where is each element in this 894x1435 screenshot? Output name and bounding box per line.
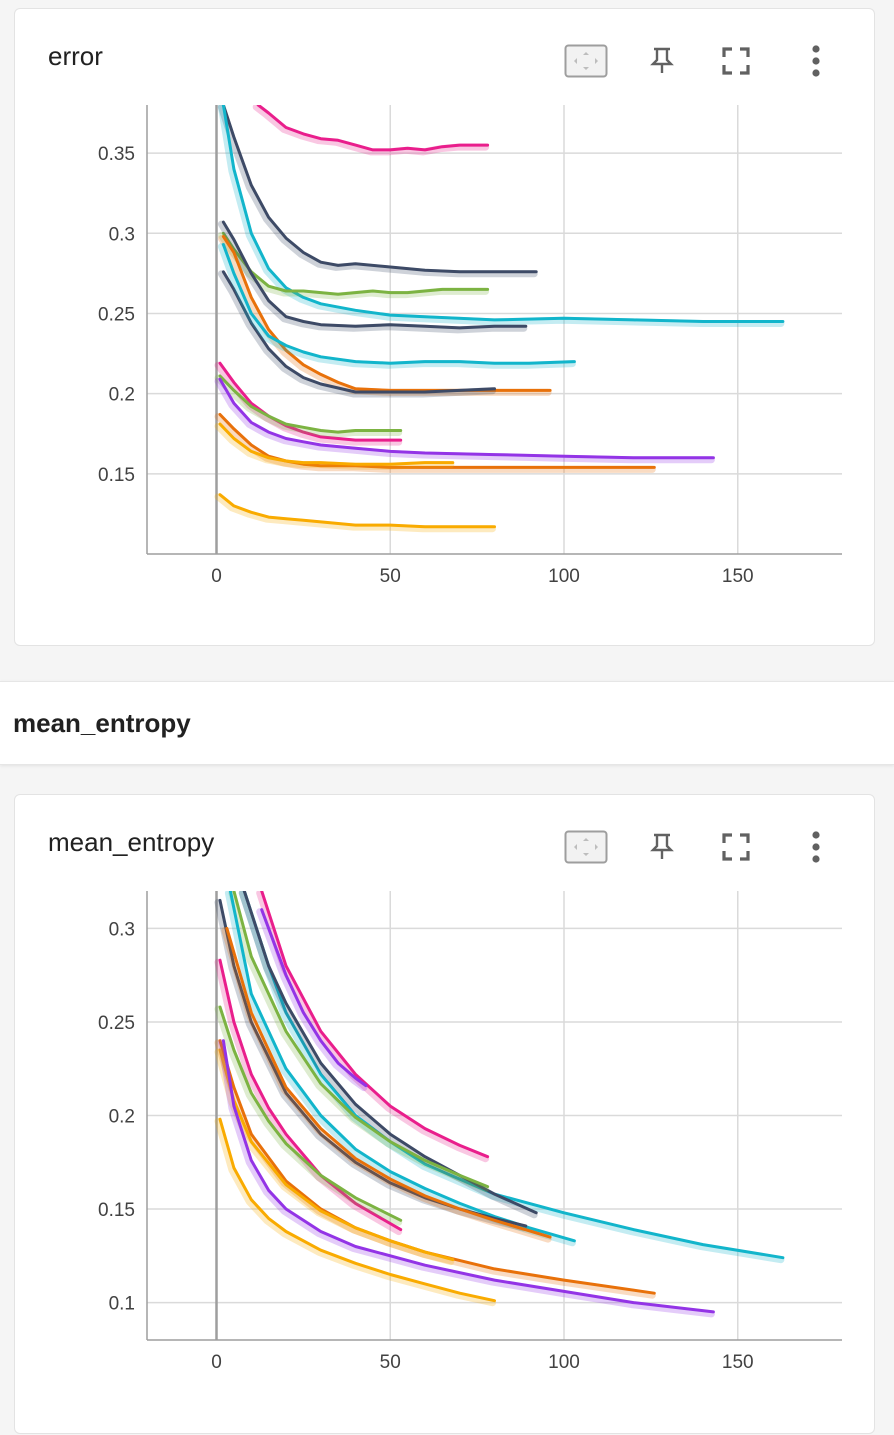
series-shadow (217, 1039, 715, 1318)
more-vert-icon (812, 831, 820, 863)
series-line[interactable] (221, 1039, 715, 1314)
fullscreen-button[interactable] (714, 825, 758, 869)
x-tick-label: 150 (722, 566, 754, 587)
series-shadow (228, 891, 490, 1193)
card-toolbar (554, 39, 874, 83)
series-line[interactable] (218, 422, 455, 466)
y-tick-label: 0.1 (109, 1294, 135, 1315)
series-line[interactable] (242, 891, 785, 1260)
series-line[interactable] (218, 1117, 496, 1303)
fullscreen-icon (722, 833, 750, 861)
series-line[interactable] (221, 105, 785, 323)
card-toolbar (554, 825, 874, 869)
series-shadow (214, 422, 455, 470)
fullscreen-button[interactable] (714, 39, 758, 83)
pin-icon (650, 47, 674, 73)
series-line[interactable] (221, 243, 576, 365)
fit-domain-icon (564, 830, 608, 864)
series-line[interactable] (260, 908, 368, 1088)
pin-button[interactable] (640, 39, 684, 83)
y-tick-label: 0.3 (109, 919, 135, 940)
series-shadow (217, 243, 576, 369)
series-line[interactable] (260, 891, 490, 1159)
fit-domain-icon (564, 44, 608, 78)
y-tick-label: 0.15 (98, 465, 135, 486)
x-tick-label: 50 (380, 1352, 401, 1373)
series-shadow (221, 926, 552, 1243)
series-line[interactable] (221, 270, 496, 394)
x-tick-label: 100 (548, 566, 580, 587)
x-tick-label: 50 (380, 566, 401, 587)
section-header: mean_entropy (0, 681, 894, 765)
series-line[interactable] (221, 231, 490, 296)
series-shadow (217, 105, 538, 278)
fit-domain-button[interactable] (564, 39, 608, 83)
series-shadow (238, 891, 785, 1264)
series-line[interactable] (242, 891, 538, 1215)
more-options-button[interactable] (794, 39, 838, 83)
series-shadow (256, 891, 490, 1163)
series-shadow (214, 493, 496, 533)
chart-card-error: error 0 50 100 150 0.15 0.2 0.25 0.3 0.35 (14, 8, 875, 646)
x-tick-label: 150 (722, 1352, 754, 1373)
series-line[interactable] (218, 958, 403, 1232)
y-tick-label: 0.3 (109, 224, 135, 245)
more-vert-icon (812, 45, 820, 77)
y-tick-label: 0.25 (98, 304, 135, 325)
series-line[interactable] (218, 413, 656, 469)
y-tick-label: 0.15 (98, 1200, 135, 1221)
section-title: mean_entropy (13, 708, 191, 738)
y-tick-label: 0.25 (98, 1013, 135, 1034)
series-shadow (217, 270, 496, 398)
series-line[interactable] (218, 493, 496, 529)
series-shadow (214, 958, 403, 1236)
series-shadow (252, 105, 490, 156)
plot-area (214, 105, 785, 533)
series-shadow (217, 220, 528, 334)
chart-card-mean-entropy: mean_entropy 0 50 100 150 0.1 0.15 0.2 0.25 0.3 (14, 794, 875, 1434)
x-tick-label: 0 (211, 566, 222, 587)
series-line[interactable] (218, 1048, 455, 1262)
mean-entropy-chart: 0 50 100 150 0.1 0.15 0.2 0.25 0.3 (98, 891, 842, 1373)
fullscreen-icon (722, 47, 750, 75)
series-line[interactable] (218, 374, 403, 434)
series-shadow (214, 413, 656, 473)
series-shadow (214, 898, 528, 1232)
y-tick-label: 0.35 (98, 144, 135, 165)
series-line[interactable] (218, 377, 715, 460)
series-shadow (256, 908, 368, 1092)
series-line[interactable] (218, 1005, 403, 1222)
y-tick-label: 0.2 (109, 385, 135, 406)
pin-icon (650, 833, 674, 859)
series-line[interactable] (221, 105, 538, 274)
series-line[interactable] (221, 220, 528, 330)
series-line[interactable] (218, 361, 403, 442)
card-title: error (48, 41, 103, 71)
x-tick-label: 100 (548, 1352, 580, 1373)
series-shadow (238, 891, 538, 1219)
series-shadow (217, 231, 490, 300)
series-line[interactable] (232, 891, 490, 1189)
plot-area (214, 891, 785, 1318)
y-tick-label: 0.2 (109, 1107, 135, 1128)
series-shadow (217, 235, 552, 396)
series-line[interactable] (256, 105, 490, 152)
error-chart: 0 50 100 150 0.15 0.2 0.25 0.3 0.35 (98, 105, 842, 587)
series-line[interactable] (225, 926, 552, 1239)
series-shadow (214, 374, 403, 438)
pin-button[interactable] (640, 825, 684, 869)
x-tick-label: 0 (211, 1352, 222, 1373)
more-options-button[interactable] (794, 825, 838, 869)
card-title: mean_entropy (48, 827, 215, 857)
series-shadow (214, 1005, 403, 1226)
series-shadow (217, 105, 785, 327)
series-shadow (214, 377, 715, 464)
fit-domain-button[interactable] (564, 825, 608, 869)
series-shadow (214, 1117, 496, 1307)
